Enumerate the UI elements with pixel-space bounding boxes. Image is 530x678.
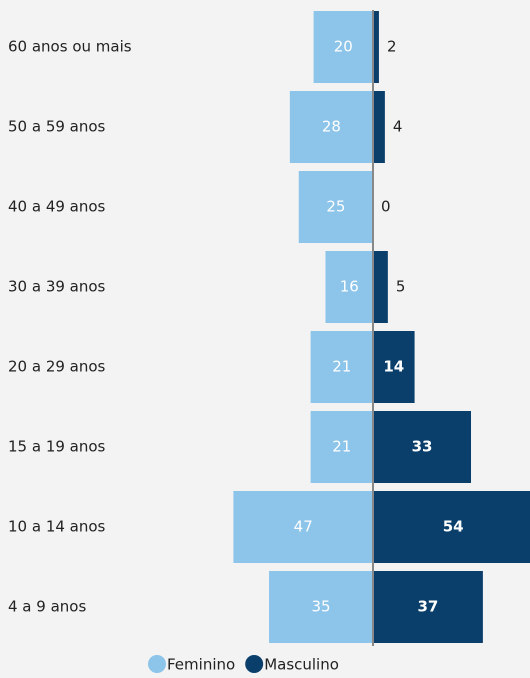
- category-label: 20 a 29 anos: [8, 358, 106, 376]
- bar: [373, 571, 483, 643]
- bar: [310, 411, 373, 483]
- bar: [325, 251, 373, 323]
- value-label: 54: [443, 518, 464, 536]
- category-label: 15 a 19 anos: [8, 438, 106, 456]
- value-label: 35: [311, 598, 330, 616]
- bar: [269, 571, 373, 643]
- category-label: 40 a 49 anos: [8, 198, 106, 216]
- category-label: 4 a 9 anos: [8, 598, 86, 616]
- legend-swatch: [245, 655, 264, 673]
- value-label: 14: [383, 358, 404, 376]
- value-label: 5: [396, 278, 406, 296]
- bar: [373, 11, 379, 83]
- category-label: 50 a 59 anos: [8, 118, 106, 136]
- value-label: 37: [418, 598, 439, 616]
- bar: [373, 411, 472, 483]
- bar: [373, 331, 415, 403]
- bar: [373, 251, 388, 323]
- bar: [373, 91, 385, 163]
- value-label: 16: [340, 278, 359, 296]
- bar: [313, 11, 373, 83]
- legend-label: Masculino: [264, 656, 339, 674]
- category-label: 30 a 39 anos: [8, 278, 106, 296]
- bar: [298, 171, 373, 243]
- value-label: 20: [334, 38, 353, 56]
- bar: [373, 491, 530, 563]
- legend-swatch: [148, 655, 166, 673]
- category-label: 10 a 14 anos: [8, 518, 106, 536]
- value-label: 47: [294, 518, 313, 536]
- value-label: 2: [387, 38, 397, 56]
- legend-label: Feminino: [167, 656, 235, 674]
- value-label: 21: [332, 438, 351, 456]
- bar: [310, 331, 373, 403]
- value-label: 33: [412, 438, 433, 456]
- bar: [233, 491, 373, 563]
- value-label: 21: [332, 358, 351, 376]
- category-label: 60 anos ou mais: [8, 38, 132, 56]
- value-label: 25: [326, 198, 345, 216]
- value-label: 0: [381, 198, 391, 216]
- bar: [289, 91, 373, 163]
- value-label: 4: [393, 118, 403, 136]
- value-label: 28: [322, 118, 341, 136]
